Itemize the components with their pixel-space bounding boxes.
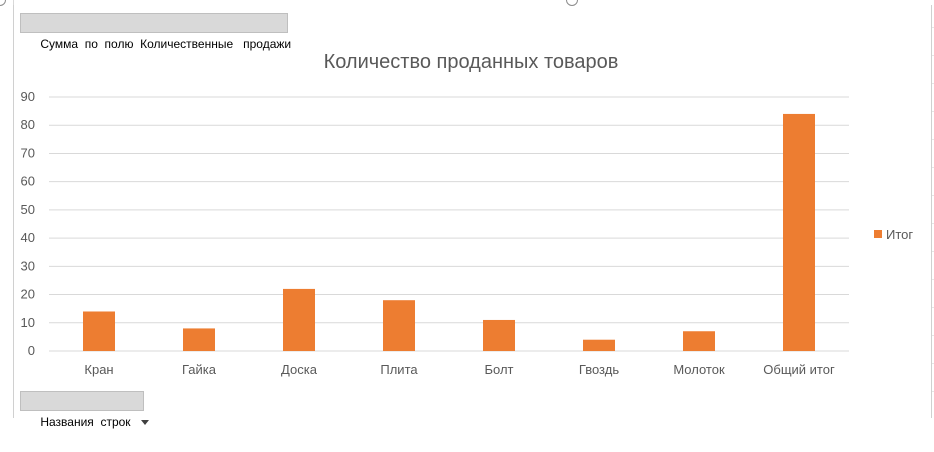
bar[interactable] <box>283 288 315 351</box>
bar[interactable] <box>483 319 515 351</box>
y-tick-label: 50 <box>21 202 35 217</box>
y-axis-ticks: 0 10 20 30 40 50 60 70 80 90 <box>21 89 35 358</box>
y-tick-label: 70 <box>21 145 35 160</box>
legend-swatch <box>874 230 882 238</box>
row-field-label: Названия строк <box>40 415 131 429</box>
bar[interactable] <box>683 331 715 351</box>
x-axis-ticks: Кран Гайка Доска Плита Болт Гвоздь Молоток Общи… <box>84 362 835 377</box>
y-tick-label: 40 <box>21 230 35 245</box>
x-tick-label: Кран <box>84 362 113 377</box>
x-tick-label: Молоток <box>673 362 725 377</box>
chevron-down-icon[interactable] <box>140 420 149 426</box>
bar[interactable] <box>383 300 415 351</box>
chart-canvas: Количество проданных товаров 0 10 20 30 40 50… <box>21 51 914 377</box>
bar[interactable] <box>583 339 615 351</box>
value-field-label: Сумма по полю Количественные продажи <box>40 37 292 51</box>
y-tick-label: 10 <box>21 315 35 330</box>
row-header-column <box>0 0 14 418</box>
x-tick-label: Гайка <box>182 362 217 377</box>
y-tick-label: 90 <box>21 89 35 104</box>
bar[interactable] <box>83 311 115 351</box>
y-tick-label: 80 <box>21 117 35 132</box>
x-tick-label: Общий итог <box>763 362 835 377</box>
x-tick-label: Болт <box>484 362 513 377</box>
pivot-chart[interactable]: Количество проданных товаров 0 10 20 30 40 50… <box>13 5 932 418</box>
x-tick-label: Гвоздь <box>579 362 619 377</box>
legend[interactable]: Итог <box>874 227 913 242</box>
legend-label: Итог <box>886 227 913 242</box>
chart-title: Количество проданных товаров <box>324 51 619 73</box>
row-field-button[interactable]: Названия строк <box>20 391 149 429</box>
value-field-button[interactable]: Сумма по полю Количественные продажи <box>20 13 291 51</box>
y-tick-label: 0 <box>28 343 35 358</box>
spreadsheet-background: Количество проданных товаров 0 10 20 30 40 50… <box>0 0 934 429</box>
gridlines <box>49 96 849 352</box>
bars <box>83 113 815 351</box>
bar[interactable] <box>783 113 815 351</box>
y-tick-label: 20 <box>21 287 35 302</box>
bar[interactable] <box>183 328 215 351</box>
x-tick-label: Плита <box>380 362 418 377</box>
y-tick-label: 60 <box>21 174 35 189</box>
y-tick-label: 30 <box>21 258 35 273</box>
x-tick-label: Доска <box>281 362 318 377</box>
